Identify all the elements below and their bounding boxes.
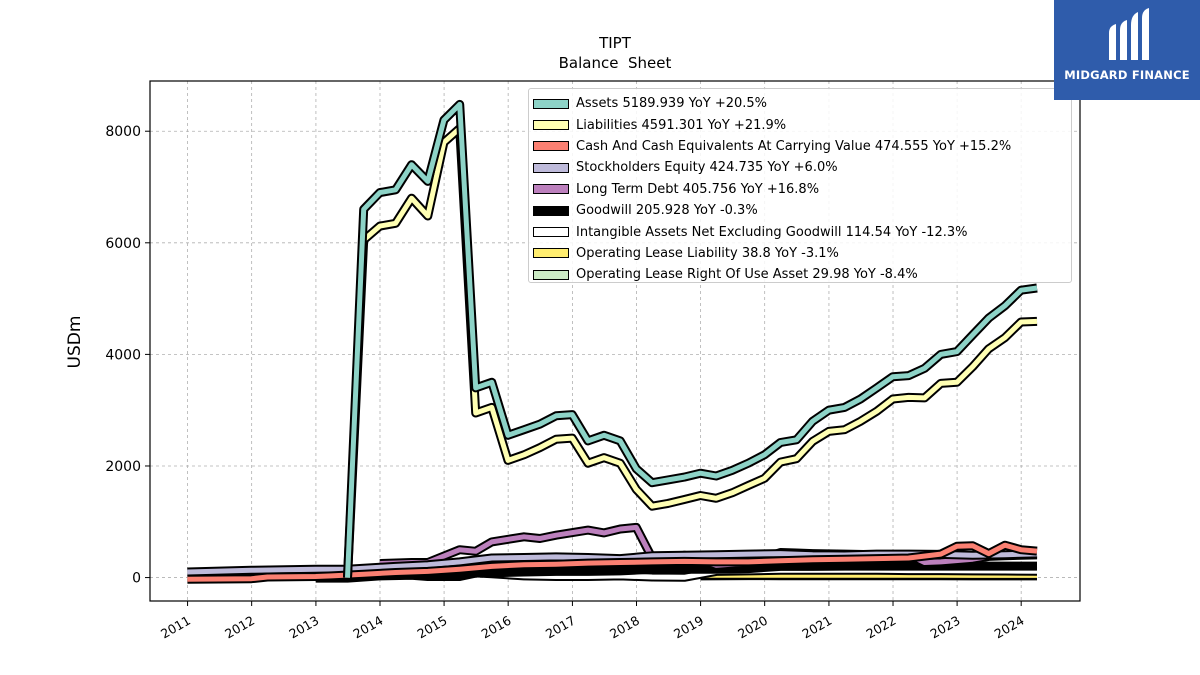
x-tick-label: 2017 bbox=[543, 613, 578, 642]
series-goodwill bbox=[315, 561, 1037, 583]
y-tick-label: 8000 bbox=[105, 124, 141, 140]
legend-label: Liabilities 4591.301 YoY +21.9% bbox=[576, 117, 787, 133]
legend-swatch bbox=[533, 98, 569, 109]
y-tick-label: 4000 bbox=[105, 347, 141, 363]
legend-item: Assets 5189.939 YoY +20.5% bbox=[529, 93, 1071, 114]
x-tick-label: 2024 bbox=[992, 613, 1027, 642]
chart-subtitle: Balance Sheet bbox=[559, 54, 672, 72]
x-tick-label: 2011 bbox=[158, 613, 193, 642]
legend: Assets 5189.939 YoY +20.5% Liabilities 45… bbox=[528, 88, 1072, 283]
legend-label: Stockholders Equity 424.735 YoY +6.0% bbox=[576, 160, 838, 176]
legend-label: Goodwill 205.928 YoY -0.3% bbox=[576, 203, 758, 219]
x-tick-label: 2013 bbox=[286, 613, 321, 642]
legend-swatch bbox=[533, 120, 569, 131]
legend-item: Goodwill 205.928 YoY -0.3% bbox=[529, 200, 1071, 221]
legend-swatch bbox=[533, 205, 569, 216]
x-tick-label: 2020 bbox=[735, 613, 770, 642]
legend-label: Assets 5189.939 YoY +20.5% bbox=[576, 96, 768, 112]
legend-item: Liabilities 4591.301 YoY +21.9% bbox=[529, 114, 1071, 135]
x-tick-label: 2022 bbox=[863, 613, 898, 642]
series-line bbox=[345, 101, 1038, 578]
legend-label: Cash And Cash Equivalents At Carrying Va… bbox=[576, 138, 1012, 154]
legend-item: Stockholders Equity 424.735 YoY +6.0% bbox=[529, 157, 1071, 178]
y-axis-label: USDm bbox=[65, 316, 85, 369]
x-tick-label: 2016 bbox=[479, 613, 514, 642]
legend-swatch bbox=[533, 184, 569, 195]
legend-swatch bbox=[533, 227, 569, 238]
series-line bbox=[315, 563, 1037, 581]
legend-swatch bbox=[533, 162, 569, 173]
x-tick-label: 2023 bbox=[928, 613, 963, 642]
legend-item: Cash And Cash Equivalents At Carrying Va… bbox=[529, 136, 1071, 157]
series-cash-and-cash-equivalents-at-carrying-value bbox=[187, 540, 1038, 584]
legend-label: Operating Lease Right Of Use Asset 29.98… bbox=[576, 267, 918, 283]
plot-frame bbox=[149, 80, 1081, 602]
legend-swatch bbox=[533, 269, 569, 280]
x-tick-label: 2021 bbox=[799, 613, 834, 642]
x-tick-label: 2019 bbox=[671, 613, 706, 642]
series-group bbox=[187, 99, 1038, 584]
legend-item: Long Term Debt 405.756 YoY +16.8% bbox=[529, 179, 1071, 200]
x-tick-label: 2014 bbox=[350, 613, 385, 642]
y-tick-label: 0 bbox=[132, 571, 141, 587]
legend-label: Long Term Debt 405.756 YoY +16.8% bbox=[576, 181, 820, 197]
legend-label: Operating Lease Liability 38.8 YoY -3.1% bbox=[576, 245, 839, 261]
legend-item: Operating Lease Liability 38.8 YoY -3.1% bbox=[529, 243, 1071, 264]
legend-swatch bbox=[533, 141, 569, 152]
series-line bbox=[187, 542, 1038, 582]
x-tick-label: 2015 bbox=[415, 613, 450, 642]
brand-logo: MIDGARD FINANCE bbox=[1054, 0, 1200, 100]
x-tick-label: 2018 bbox=[607, 613, 642, 642]
y-tick-label: 2000 bbox=[105, 459, 141, 475]
chart-title: TIPT bbox=[598, 34, 632, 52]
series-assets bbox=[343, 99, 1038, 578]
legend-item: Intangible Assets Net Excluding Goodwill… bbox=[529, 221, 1071, 242]
y-tick-label: 6000 bbox=[105, 236, 141, 252]
legend-swatch bbox=[533, 248, 569, 259]
brand-name: MIDGARD FINANCE bbox=[1064, 68, 1190, 82]
legend-item: Operating Lease Right Of Use Asset 29.98… bbox=[529, 264, 1071, 285]
x-tick-label: 2012 bbox=[222, 613, 257, 642]
legend-label: Intangible Assets Net Excluding Goodwill… bbox=[576, 224, 968, 240]
midgard-logo-icon bbox=[1109, 8, 1149, 60]
